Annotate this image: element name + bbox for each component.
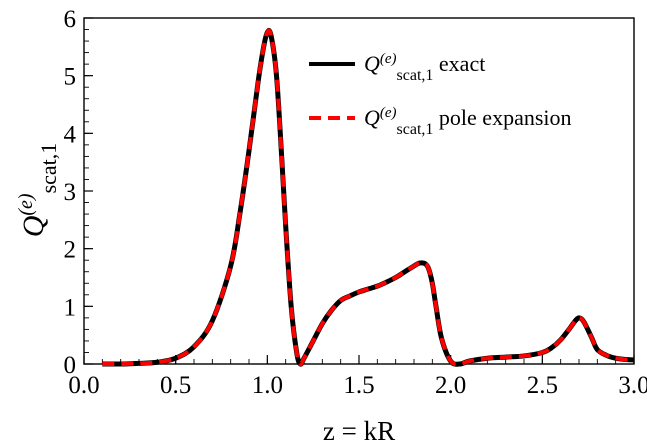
series-line-exact bbox=[102, 27, 635, 367]
y-tick-label: 3 bbox=[64, 179, 77, 206]
legend-label-exact: Q(e)scat,1 exact bbox=[364, 51, 485, 84]
x-tick-label: 1.0 bbox=[252, 372, 283, 399]
x-tick-label: 2.5 bbox=[527, 372, 558, 399]
series-line-pole-expansion bbox=[102, 28, 635, 367]
legend-pole-sub: scat,1 bbox=[397, 121, 434, 138]
y-tick-label: 6 bbox=[64, 6, 77, 33]
plot-frame bbox=[83, 17, 635, 365]
x-tick-label: 3.0 bbox=[618, 372, 647, 399]
series-layer bbox=[102, 27, 635, 367]
legend-exact-base: Q bbox=[364, 51, 380, 76]
legend: Q(e)scat,1 exact Q(e)scat,1 pole expansi… bbox=[309, 51, 572, 138]
y-axis-title-base: Q bbox=[17, 215, 50, 237]
legend-exact-sub: scat,1 bbox=[397, 67, 434, 84]
y-tick-label: 1 bbox=[64, 294, 77, 321]
legend-exact-sup: (e) bbox=[380, 51, 397, 67]
x-axis-title: z = kR bbox=[323, 416, 395, 446]
x-tick-label: 0.5 bbox=[160, 372, 191, 399]
y-tick-label: 4 bbox=[64, 121, 77, 148]
legend-exact-suffix: exact bbox=[433, 51, 485, 76]
plot-border bbox=[83, 17, 635, 365]
y-axis-title-sup: (e) bbox=[15, 193, 37, 216]
y-axis-title: Q(e)scat,1 bbox=[15, 143, 61, 238]
x-tick-label: 0.0 bbox=[68, 372, 99, 399]
y-tick-label: 5 bbox=[64, 64, 77, 91]
y-tick-label: 2 bbox=[64, 237, 77, 264]
x-axis-ticks: 0.0 0.5 1.0 1.5 2.0 2.5 3.0 bbox=[68, 355, 647, 399]
y-tick-label: 0 bbox=[64, 352, 77, 379]
x-tick-label: 2.0 bbox=[435, 372, 466, 399]
legend-pole-sup: (e) bbox=[380, 105, 397, 121]
y-axis-title-sub: scat,1 bbox=[36, 143, 61, 194]
y-axis-ticks: 0 1 2 3 4 5 6 bbox=[64, 6, 93, 379]
legend-pole-suffix: pole expansion bbox=[433, 105, 571, 130]
legend-label-pole: Q(e)scat,1 pole expansion bbox=[364, 105, 572, 138]
legend-pole-base: Q bbox=[364, 105, 380, 130]
x-tick-label: 1.5 bbox=[343, 372, 374, 399]
